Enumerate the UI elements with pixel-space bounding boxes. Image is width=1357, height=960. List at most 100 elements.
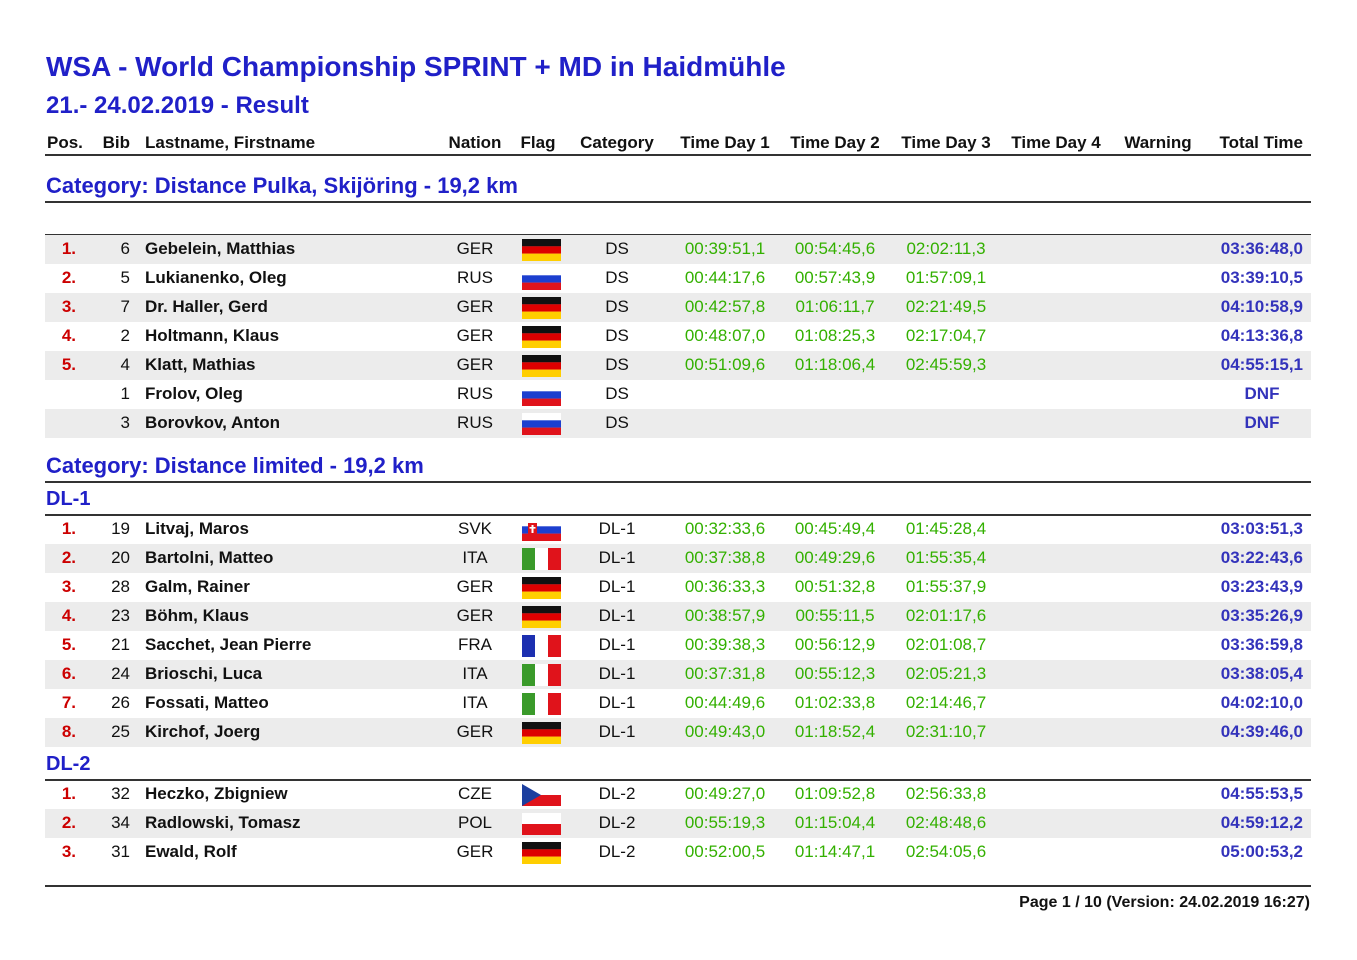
cell-bib: 26	[111, 693, 130, 712]
cell-day1: 00:42:57,8	[684, 297, 766, 316]
cell-day2: 00:51:32,8	[794, 577, 876, 596]
cell-day2: 01:18:52,4	[794, 722, 876, 741]
cell-day1: 00:32:33,6	[684, 519, 766, 538]
group-title: DL-1	[46, 488, 91, 510]
cell-day2: 00:54:45,6	[794, 239, 876, 258]
cell-total: DNF	[1244, 384, 1280, 403]
cell-bib: 28	[111, 577, 130, 596]
group-rule	[45, 514, 1311, 516]
cell-total: 03:35:26,9	[1220, 606, 1303, 625]
cell-nation: GER	[456, 297, 494, 316]
flag	[522, 606, 561, 628]
row-stripe	[45, 602, 1311, 631]
cell-bib: 24	[111, 664, 130, 683]
flag	[522, 239, 561, 261]
cell-bib: 19	[111, 519, 130, 538]
cell-category: DS	[605, 413, 629, 432]
cell-total: 03:23:43,9	[1220, 577, 1303, 596]
cell-category: DL-1	[598, 635, 636, 654]
cell-category: DS	[605, 326, 629, 345]
cell-day1: 00:36:33,3	[684, 577, 766, 596]
cell-total: 03:38:05,4	[1220, 664, 1303, 683]
cell-day2: 01:14:47,1	[794, 842, 876, 861]
cell-nation: RUS	[457, 268, 493, 287]
row-stripe	[45, 660, 1311, 689]
cell-bib: 7	[120, 297, 130, 316]
cell-category: DS	[605, 355, 629, 374]
column-header: Pos.	[47, 133, 83, 152]
cell-pos: 1.	[61, 239, 76, 258]
cell-name: Kirchof, Joerg	[145, 722, 261, 741]
cell-category: DL-2	[598, 784, 636, 803]
flag	[522, 577, 561, 599]
cell-nation: SVK	[457, 519, 493, 538]
cell-day2: 01:06:11,7	[795, 297, 875, 316]
cell-name: Dr. Haller, Gerd	[145, 297, 268, 316]
cell-nation: ITA	[462, 693, 488, 712]
cell-day1: 00:55:19,3	[684, 813, 766, 832]
cell-day3: 01:55:35,4	[905, 548, 987, 567]
cell-name: Ewald, Rolf	[145, 842, 237, 861]
cell-total: 04:10:58,9	[1220, 297, 1303, 316]
cell-total: 04:39:46,0	[1220, 722, 1303, 741]
cell-day2: 00:49:29,6	[794, 548, 876, 567]
cell-bib: 31	[111, 842, 130, 861]
cell-pos: 2.	[61, 548, 76, 567]
cell-day2: 01:09:52,8	[794, 784, 876, 803]
flag	[522, 384, 561, 406]
cell-nation: GER	[456, 842, 494, 861]
row-stripe	[45, 544, 1311, 573]
cell-name: Holtmann, Klaus	[145, 326, 280, 345]
cell-day1: 00:44:49,6	[684, 693, 766, 712]
flag	[522, 326, 561, 348]
cell-name: Klatt, Mathias	[145, 355, 256, 374]
cell-day1: 00:39:51,1	[684, 239, 766, 258]
group-rule	[45, 234, 1311, 236]
flag	[522, 842, 561, 864]
flag	[522, 722, 561, 744]
cell-day3: 02:48:48,6	[905, 813, 987, 832]
flag	[522, 268, 561, 290]
section-title: Category: Distance limited - 19,2 km	[46, 453, 424, 478]
cell-pos: 3.	[61, 842, 76, 861]
cell-nation: CZE	[458, 784, 492, 803]
cell-pos: 3.	[61, 577, 76, 596]
cell-bib: 3	[120, 413, 130, 432]
cell-pos: 5.	[61, 355, 76, 374]
cell-total: 03:39:10,5	[1220, 268, 1303, 287]
cell-day1: 00:37:38,8	[684, 548, 766, 567]
column-header: Flag	[520, 133, 556, 152]
section-title: Category: Distance Pulka, Skijöring - 19…	[46, 173, 518, 198]
cell-name: Böhm, Klaus	[145, 606, 249, 625]
cell-pos: 4.	[61, 326, 76, 345]
cell-day1: 00:48:07,0	[684, 326, 766, 345]
section-rule	[45, 201, 1311, 203]
cell-day2: 01:08:25,3	[794, 326, 876, 345]
cell-category: DL-1	[598, 722, 636, 741]
cell-nation: GER	[456, 577, 494, 596]
column-header: Time Day 1	[680, 133, 770, 152]
cell-day1: 00:51:09,6	[684, 355, 766, 374]
cell-day2: 00:55:11,5	[795, 606, 875, 625]
cell-pos: 2.	[61, 813, 76, 832]
cell-name: Frolov, Oleg	[145, 384, 243, 403]
section-rule	[45, 481, 1311, 483]
cell-day3: 02:54:05,6	[905, 842, 987, 861]
cell-name: Sacchet, Jean Pierre	[145, 635, 312, 654]
column-header: Time Day 4	[1011, 133, 1101, 152]
cell-bib: 4	[120, 355, 130, 374]
cell-nation: RUS	[457, 384, 493, 403]
cell-name: Litvaj, Maros	[145, 519, 249, 538]
cell-day3: 01:57:09,1	[905, 268, 987, 287]
cell-bib: 23	[111, 606, 130, 625]
column-header: Lastname, Firstname	[145, 133, 316, 152]
cell-day1: 00:37:31,8	[684, 664, 766, 683]
flag	[522, 355, 561, 377]
cell-day2: 00:56:12,9	[794, 635, 876, 654]
row-stripe	[45, 718, 1311, 747]
column-header: Bib	[102, 133, 130, 152]
cell-nation: GER	[456, 326, 494, 345]
cell-total: 04:13:36,8	[1220, 326, 1303, 345]
cell-bib: 2	[120, 326, 130, 345]
cell-day1: 00:49:27,0	[684, 784, 766, 803]
